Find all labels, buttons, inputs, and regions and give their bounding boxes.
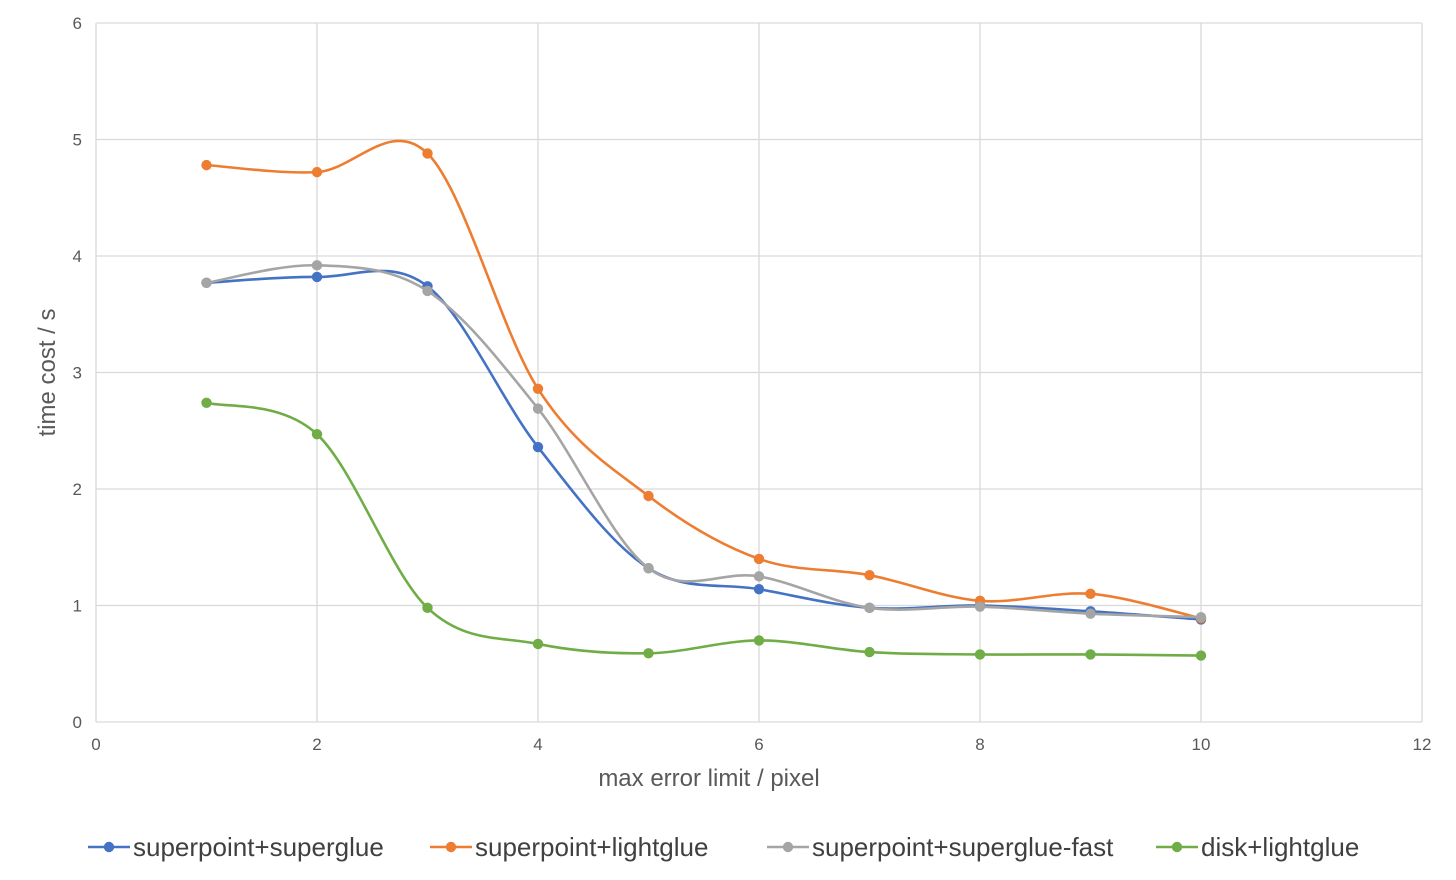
data-point bbox=[422, 602, 433, 614]
x-tick-label: 12 bbox=[1413, 735, 1432, 754]
data-point bbox=[201, 159, 212, 171]
series-line bbox=[206, 139, 1202, 620]
legend-label: superpoint+superglue-fast bbox=[812, 832, 1114, 862]
data-point bbox=[864, 602, 875, 614]
series-line bbox=[206, 264, 1202, 619]
legend-swatch-marker bbox=[1171, 841, 1183, 853]
data-point bbox=[643, 563, 654, 574]
legend-label: superpoint+superglue bbox=[133, 832, 384, 862]
data-point bbox=[311, 260, 323, 271]
data-point bbox=[311, 429, 323, 440]
legend-swatch-marker bbox=[782, 841, 794, 853]
series-lines bbox=[201, 139, 1207, 661]
data-point bbox=[864, 570, 875, 581]
data-point bbox=[1195, 650, 1207, 661]
data-point bbox=[753, 553, 765, 565]
data-point bbox=[753, 635, 765, 646]
y-tick-label: 2 bbox=[73, 480, 82, 499]
y-axis-title: time cost / s bbox=[34, 308, 61, 436]
legend-swatch-marker bbox=[445, 841, 457, 853]
y-tick-label: 5 bbox=[73, 131, 82, 150]
data-point bbox=[311, 166, 323, 178]
series-3 bbox=[201, 260, 1207, 623]
x-tick-label: 2 bbox=[312, 735, 321, 754]
data-point bbox=[753, 571, 765, 582]
legend-label: superpoint+lightglue bbox=[475, 832, 708, 862]
data-point bbox=[1085, 588, 1096, 600]
x-tick-label: 0 bbox=[91, 735, 100, 754]
series-4 bbox=[201, 397, 1207, 661]
data-point bbox=[1085, 649, 1096, 660]
series-line bbox=[206, 269, 1202, 621]
legend: superpoint+superglue superpoint+lightglue… bbox=[88, 832, 1359, 862]
x-tick-label: 10 bbox=[1192, 735, 1211, 754]
series-2 bbox=[201, 139, 1207, 624]
data-point bbox=[532, 383, 544, 395]
y-tick-label: 1 bbox=[73, 597, 82, 616]
legend-swatch-marker bbox=[103, 841, 115, 853]
x-axis-title: max error limit / pixel bbox=[598, 765, 819, 792]
legend-item[interactable]: disk+lightglue bbox=[1156, 832, 1359, 862]
y-tick-label: 4 bbox=[73, 247, 82, 266]
y-tick-label: 0 bbox=[73, 713, 82, 732]
data-point bbox=[974, 649, 986, 660]
x-tick-label: 6 bbox=[754, 735, 763, 754]
data-point bbox=[643, 648, 654, 659]
y-tick-label: 3 bbox=[73, 364, 82, 383]
data-point bbox=[201, 277, 212, 288]
series-1 bbox=[201, 269, 1207, 625]
data-point bbox=[532, 441, 544, 453]
x-tick-label: 8 bbox=[975, 735, 984, 754]
grid bbox=[95, 22, 1423, 723]
data-point bbox=[532, 403, 544, 414]
data-point bbox=[643, 490, 654, 502]
data-point bbox=[422, 148, 433, 159]
x-tick-label: 4 bbox=[533, 735, 542, 754]
data-point bbox=[311, 271, 323, 283]
legend-item[interactable]: superpoint+lightglue bbox=[430, 832, 708, 862]
series-line bbox=[206, 401, 1202, 657]
data-point bbox=[1195, 611, 1207, 623]
data-point bbox=[864, 646, 875, 658]
data-point bbox=[532, 638, 544, 650]
data-point bbox=[201, 397, 212, 408]
y-tick-label: 6 bbox=[73, 14, 82, 33]
legend-label: disk+lightglue bbox=[1201, 832, 1359, 862]
legend-item[interactable]: superpoint+superglue bbox=[88, 832, 384, 862]
data-point bbox=[974, 601, 986, 612]
data-point bbox=[1085, 608, 1096, 619]
data-point bbox=[753, 583, 765, 595]
data-point bbox=[422, 285, 433, 297]
legend-item[interactable]: superpoint+superglue-fast bbox=[767, 832, 1114, 862]
